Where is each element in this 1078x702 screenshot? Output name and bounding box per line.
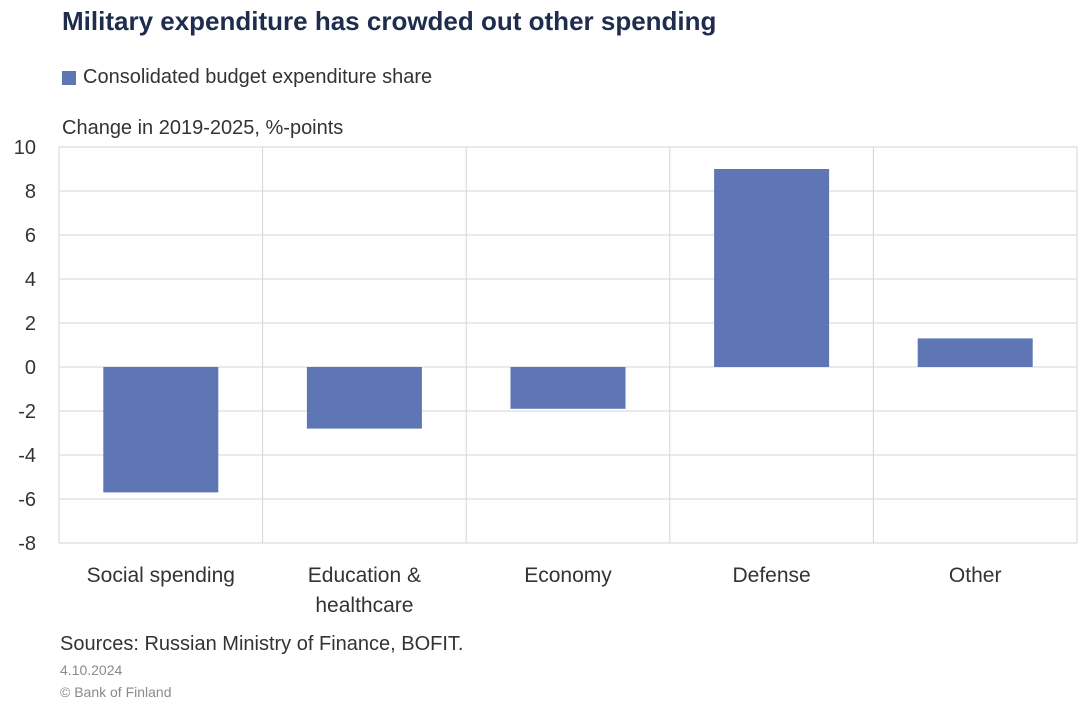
- label-layer: Change in 2019-2025, %-points 10 8 6 4 2 0 -2 -4…: [14, 117, 1002, 617]
- bar-layer: [103, 169, 1033, 493]
- bar: [714, 169, 830, 367]
- category-label: Economy: [524, 564, 612, 587]
- category-label: Education & healthcare: [308, 564, 421, 617]
- source-note: Sources: Russian Ministry of Finance, BO…: [60, 633, 464, 655]
- bar: [917, 338, 1033, 367]
- y-tick-label: -6: [18, 489, 36, 511]
- grid-layer: [58, 146, 1078, 544]
- bar: [306, 367, 422, 429]
- category-label: Social spending: [87, 564, 235, 587]
- y-tick-label: 4: [25, 269, 36, 291]
- date-note: 4.10.2024: [60, 662, 123, 678]
- legend-swatch: [62, 70, 76, 85]
- bar: [103, 367, 219, 493]
- legend: Consolidated budget expenditure share: [62, 66, 432, 89]
- category-label: Defense: [732, 564, 810, 587]
- y-tick-label: 8: [25, 181, 36, 203]
- y-tick-label: -4: [18, 445, 36, 467]
- y-tick-label: 0: [25, 357, 36, 379]
- category-label: Other: [949, 564, 1002, 587]
- chart-subtitle: Change in 2019-2025, %-points: [62, 117, 343, 139]
- y-tick-label: 6: [25, 225, 36, 247]
- copyright-note: © Bank of Finland: [60, 684, 172, 700]
- legend-label: Consolidated budget expenditure share: [83, 66, 433, 88]
- y-tick-label: 10: [14, 137, 36, 159]
- bar: [510, 367, 626, 409]
- y-tick-label: -8: [18, 533, 36, 555]
- bar-chart: Change in 2019-2025, %-points 10 8 6 4 2 0 -2 -4…: [14, 117, 1078, 617]
- y-tick-label: -2: [18, 401, 36, 423]
- y-tick-label: 2: [25, 313, 36, 335]
- chart-title: Military expenditure has crowded out oth…: [62, 6, 717, 36]
